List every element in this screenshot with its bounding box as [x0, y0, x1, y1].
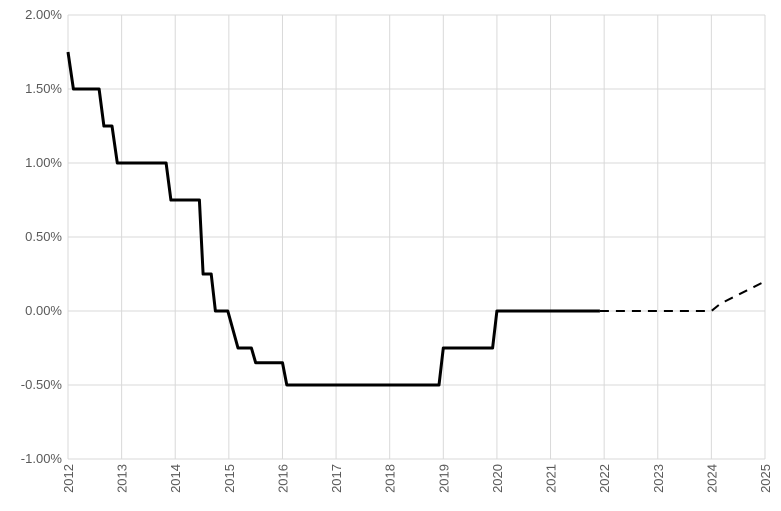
y-tick-label: -0.50% [21, 377, 63, 392]
gridlines [67, 14, 766, 460]
historical-series-line [66, 51, 600, 387]
x-tick-label: 2013 [115, 464, 130, 493]
x-tick-label: 2024 [704, 464, 719, 493]
series-lines [66, 51, 766, 387]
x-tick-label: 2015 [222, 464, 237, 493]
x-tick-label: 2020 [490, 464, 505, 493]
y-tick-label: 1.00% [25, 155, 62, 170]
y-axis-tick-labels: 2.00% 1.50% 1.00% 0.50% 0.00% -0.50% -1.00% [21, 7, 63, 466]
x-tick-label: 2017 [329, 464, 344, 493]
x-tick-label: 2019 [436, 464, 451, 493]
y-tick-label: 0.00% [25, 303, 62, 318]
x-tick-label: 2021 [544, 464, 559, 493]
x-tick-label: 2018 [383, 464, 398, 493]
forecast-series-line [599, 280, 766, 312]
x-tick-label: 2012 [61, 464, 76, 493]
y-tick-label: -1.00% [21, 451, 63, 466]
x-tick-label: 2014 [168, 464, 183, 493]
x-tick-label: 2025 [758, 464, 773, 493]
y-tick-label: 1.50% [25, 81, 62, 96]
x-axis-tick-labels: 2012 2013 2014 2015 2016 2017 2018 2019 2020 2021… [61, 464, 773, 493]
y-tick-label: 0.50% [25, 229, 62, 244]
x-tick-label: 2022 [597, 464, 612, 493]
x-tick-label: 2016 [275, 464, 290, 493]
x-tick-label: 2023 [651, 464, 666, 493]
y-tick-label: 2.00% [25, 7, 62, 22]
